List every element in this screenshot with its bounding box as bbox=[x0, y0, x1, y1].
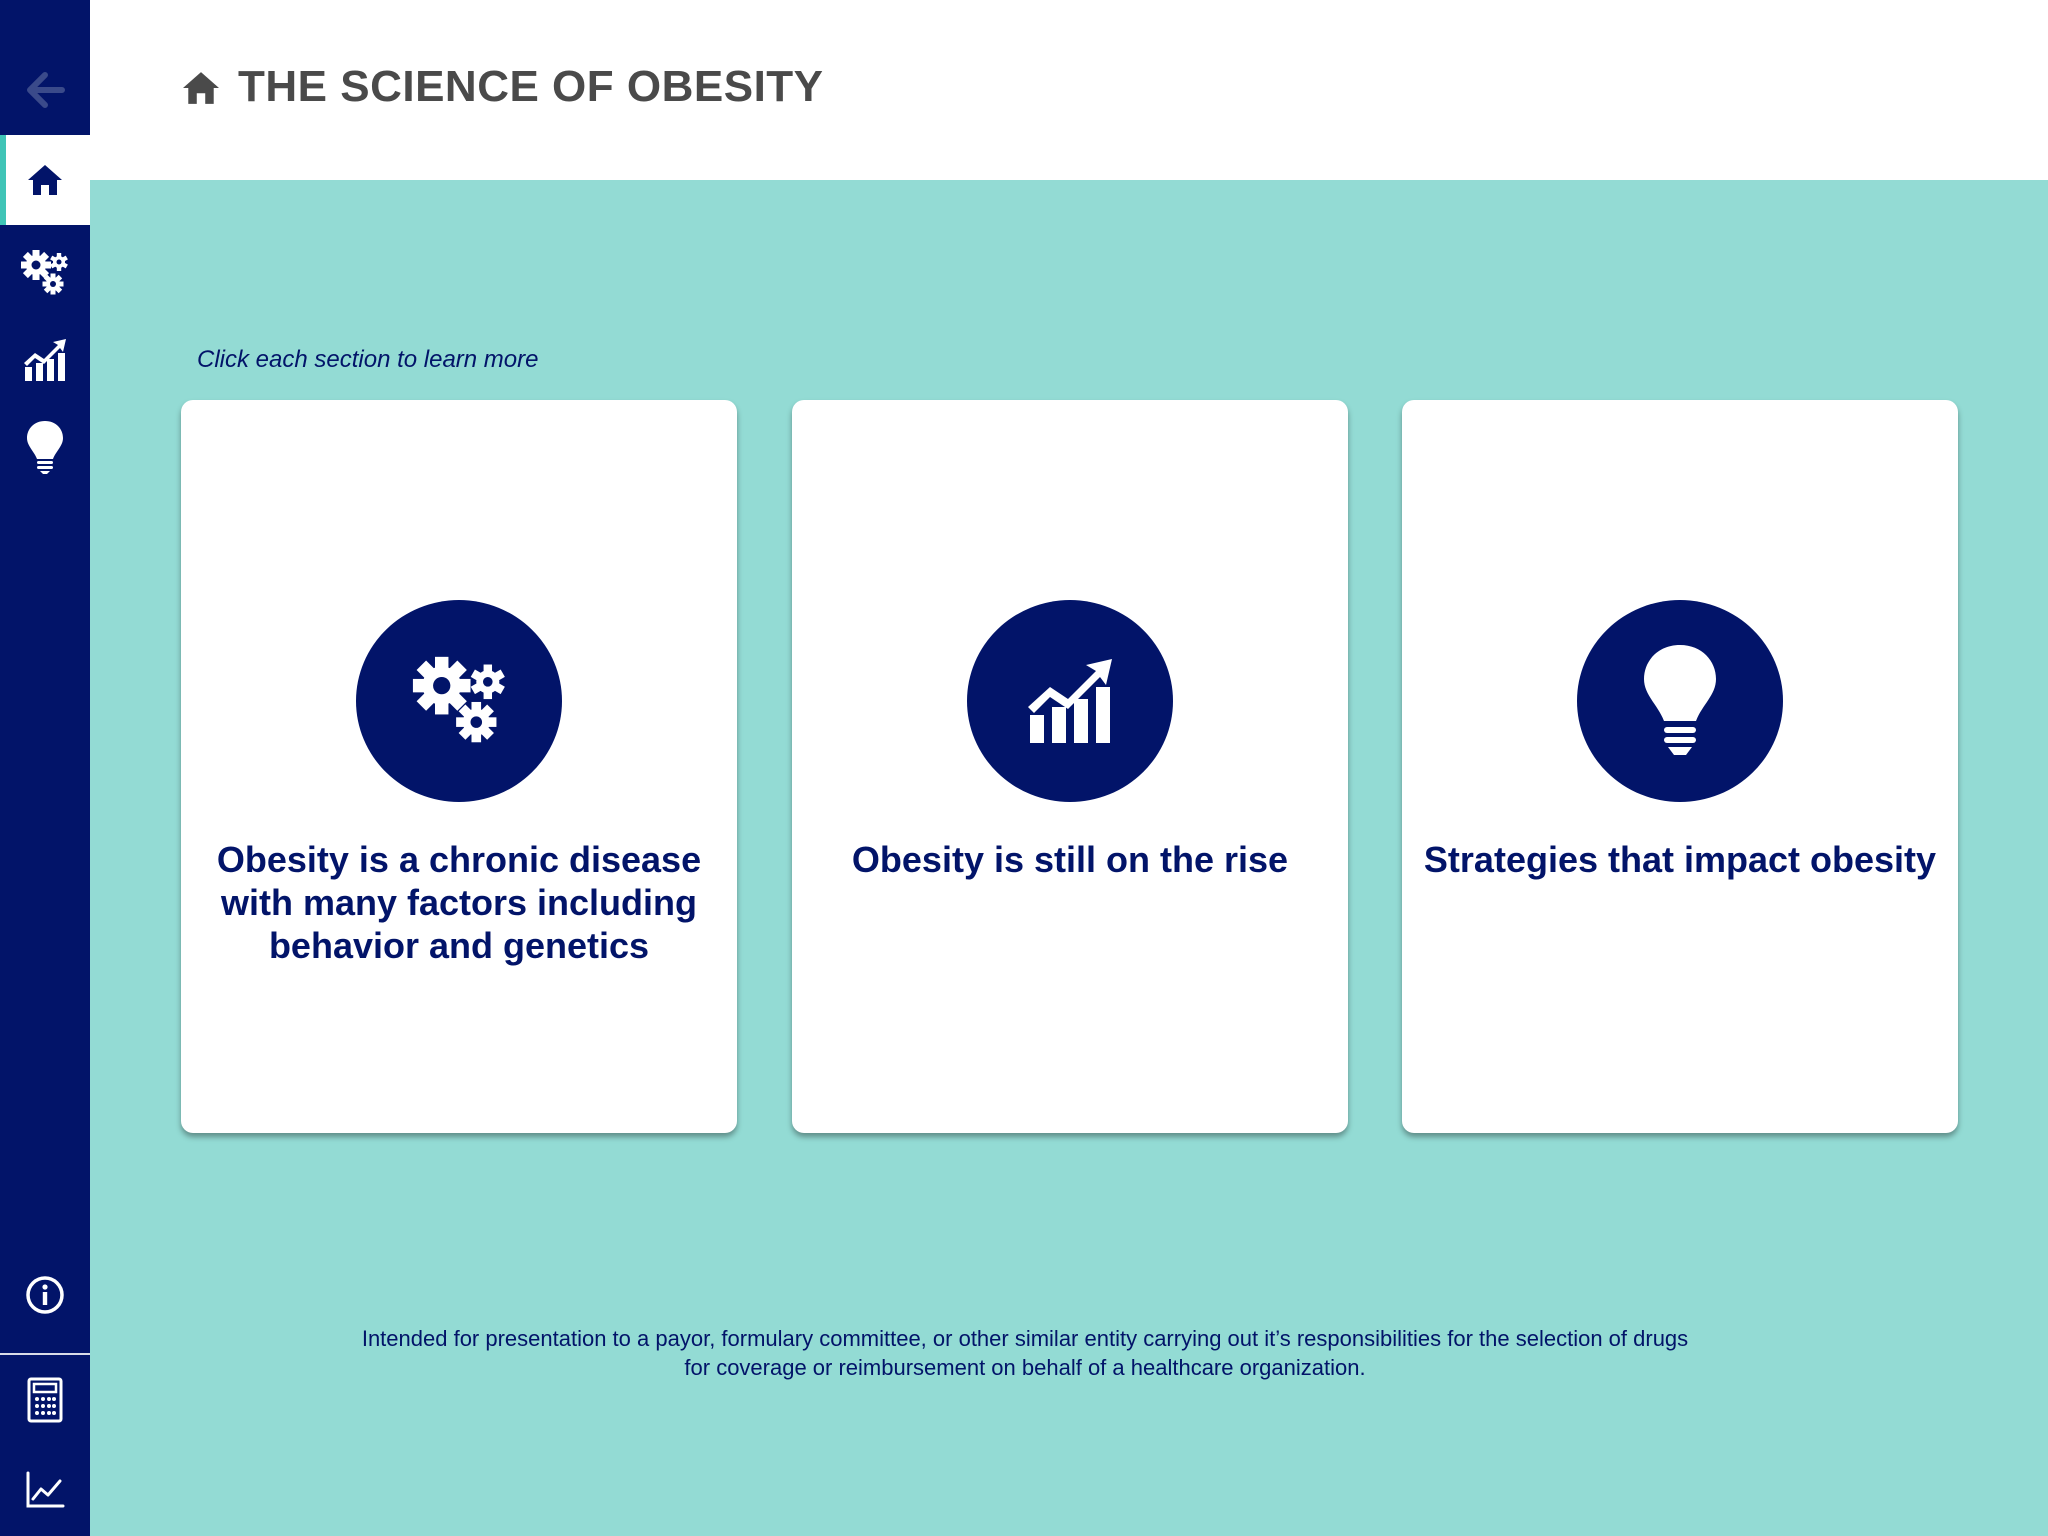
instruction-text: Click each section to learn more bbox=[197, 346, 539, 373]
sidebar bbox=[0, 0, 90, 1536]
info-button[interactable] bbox=[0, 1250, 90, 1340]
lightbulb-icon bbox=[1644, 645, 1716, 755]
card-chronic-disease[interactable]: Obesity is a chronic disease with many f… bbox=[181, 400, 737, 1133]
sidebar-item-home[interactable] bbox=[0, 135, 90, 225]
card-label: Obesity is still on the rise bbox=[851, 839, 1289, 880]
page-title: THE SCIENCE OF OBESITY bbox=[238, 62, 824, 111]
graph-button[interactable] bbox=[0, 1445, 90, 1535]
home-icon bbox=[28, 165, 62, 195]
active-indicator bbox=[0, 135, 6, 225]
card-on-the-rise[interactable]: Obesity is still on the rise bbox=[792, 400, 1348, 1133]
card-icon-circle bbox=[356, 600, 562, 802]
gears-icon bbox=[21, 250, 68, 295]
card-label: Strategies that impact obesity bbox=[1423, 839, 1937, 880]
sidebar-item-chronic-disease[interactable] bbox=[0, 230, 90, 314]
card-icon-circle bbox=[1577, 600, 1783, 802]
home-icon[interactable] bbox=[180, 70, 222, 111]
line-graph-icon bbox=[26, 1471, 65, 1508]
disclaimer-text: Intended for presentation to a payor, fo… bbox=[361, 1326, 1689, 1380]
info-icon bbox=[26, 1276, 64, 1314]
sidebar-item-on-the-rise[interactable] bbox=[0, 318, 90, 402]
rising-chart-icon bbox=[24, 339, 66, 381]
back-arrow-icon bbox=[27, 72, 65, 108]
calculator-icon bbox=[27, 1377, 63, 1423]
gears-icon bbox=[412, 656, 505, 743]
card-icon-circle bbox=[967, 600, 1173, 802]
calculator-button[interactable] bbox=[0, 1355, 90, 1445]
card-label: Obesity is a chronic disease with many f… bbox=[216, 839, 702, 966]
back-button[interactable] bbox=[0, 45, 90, 135]
sidebar-divider bbox=[0, 1353, 90, 1355]
lightbulb-icon bbox=[27, 421, 63, 474]
sidebar-item-strategies[interactable] bbox=[0, 405, 90, 489]
header: THE SCIENCE OF OBESITY bbox=[90, 0, 2048, 180]
card-strategies[interactable]: Strategies that impact obesity bbox=[1402, 400, 1958, 1133]
rising-chart-icon bbox=[1028, 659, 1112, 743]
